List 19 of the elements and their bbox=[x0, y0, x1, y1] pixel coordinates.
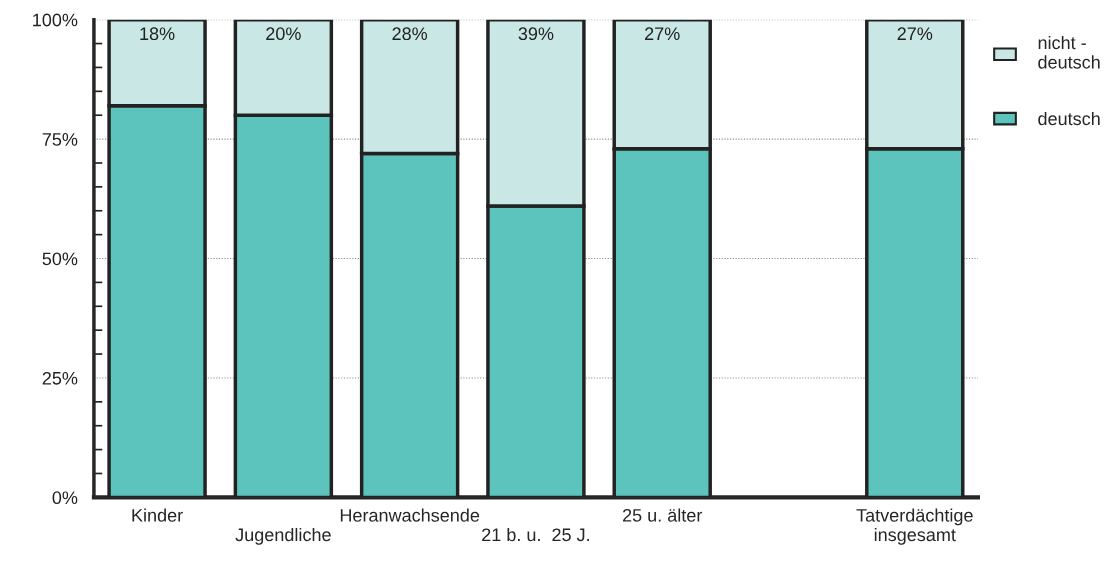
x-tick-label: Jugendliche bbox=[235, 527, 331, 545]
legend-label: deutsch bbox=[1038, 111, 1100, 126]
x-tick-label: 25 u. älter bbox=[622, 508, 703, 522]
data-label: 20% bbox=[266, 27, 301, 41]
x-tick-label: Kinder bbox=[132, 508, 183, 522]
y-tick-label: 75% bbox=[42, 133, 78, 146]
data-label: 18% bbox=[140, 27, 175, 41]
legend-label: nicht - deutsch bbox=[1038, 35, 1100, 69]
data-label: 27% bbox=[645, 27, 680, 41]
data-label: 28% bbox=[392, 27, 428, 41]
data-label: 27% bbox=[897, 27, 933, 41]
x-tick-label: Heranwachsende bbox=[340, 508, 480, 522]
y-tick-label: 100% bbox=[33, 13, 78, 27]
y-tick-label: 50% bbox=[42, 252, 78, 266]
x-tick-label: 21 b. u. 25 J. bbox=[482, 527, 589, 542]
x-tick-label: Tatverdächtige insgesamt bbox=[856, 508, 973, 545]
data-label: 39% bbox=[518, 27, 554, 41]
y-tick-label: 0% bbox=[52, 491, 78, 505]
y-tick-label: 25% bbox=[42, 371, 78, 385]
